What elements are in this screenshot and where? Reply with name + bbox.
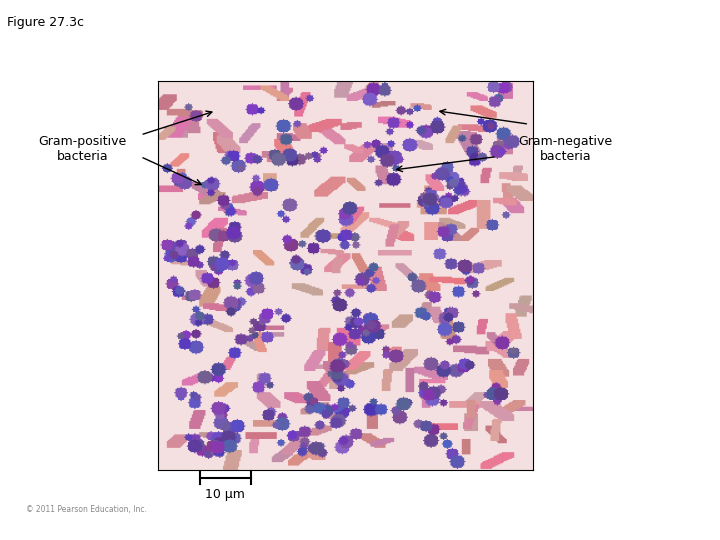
Text: Gram-negative
bacteria: Gram-negative bacteria [518,134,612,163]
Text: Figure 27.3c: Figure 27.3c [7,16,84,29]
Text: Gram-positive
bacteria: Gram-positive bacteria [39,134,127,163]
Text: © 2011 Pearson Education, Inc.: © 2011 Pearson Education, Inc. [26,505,147,514]
Text: 10 μm: 10 μm [205,488,246,501]
